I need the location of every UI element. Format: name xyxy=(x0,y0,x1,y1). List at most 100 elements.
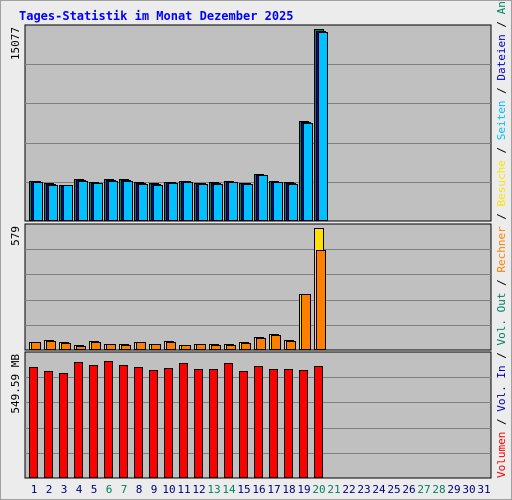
bar-volumen-day-16 xyxy=(254,366,263,478)
x-label-day-24: 24 xyxy=(372,483,386,496)
series-rechner xyxy=(31,250,326,350)
legend-item-vol-out: Vol. Out xyxy=(495,293,508,346)
x-label-day-31: 31 xyxy=(477,483,490,496)
legend-item-besuche: Besuche xyxy=(495,160,508,206)
bar-volumen-day-11 xyxy=(179,363,188,478)
bar-rechner-day-14 xyxy=(226,345,236,350)
bar-seiten-day-12 xyxy=(198,184,208,221)
series-seiten xyxy=(33,32,328,221)
bar-rechner-day-20 xyxy=(316,250,326,350)
bar-rechner-day-7 xyxy=(121,345,131,350)
bar-volumen-day-3 xyxy=(59,373,68,478)
bar-seiten-day-9 xyxy=(153,185,163,221)
bar-seiten-day-13 xyxy=(213,184,223,221)
legend-item-dateien: Dateien xyxy=(495,34,508,80)
bar-volumen-day-5 xyxy=(89,365,98,478)
x-label-day-8: 8 xyxy=(136,483,143,496)
bar-volumen-day-2 xyxy=(44,371,53,478)
bar-seiten-day-6 xyxy=(108,181,118,221)
legend-item-rechner: Rechner xyxy=(495,226,508,273)
bar-seiten-day-19 xyxy=(303,123,313,221)
bar-rechner-day-4 xyxy=(76,346,86,350)
bar-rechner-day-17 xyxy=(271,335,281,350)
bar-volumen-day-15 xyxy=(239,371,248,478)
bar-volumen-day-20 xyxy=(314,366,323,478)
bar-volumen-day-13 xyxy=(209,369,218,478)
x-label-day-16: 16 xyxy=(252,483,265,496)
x-label-day-13: 13 xyxy=(207,483,220,496)
x-axis-labels: 1 2 3 4 5 6 7 8 9 10 11 12 13 14 15 16 17 18 19 20 21 22 23 24 2… xyxy=(31,483,491,496)
x-label-day-28: 28 xyxy=(432,483,445,496)
y-max-label-requests: 15077 xyxy=(9,27,22,60)
legend-item-seiten: Seiten xyxy=(495,100,508,140)
plot-area-visits xyxy=(24,223,492,351)
bar-rechner-day-11 xyxy=(181,345,191,350)
x-label-day-26: 26 xyxy=(402,483,415,496)
legend-item-volumen: Volumen xyxy=(495,432,508,478)
bar-volumen-day-8 xyxy=(134,367,143,478)
bar-seiten-day-15 xyxy=(243,184,253,221)
panel-requests: 15077 xyxy=(9,24,492,222)
bar-rechner-day-13 xyxy=(211,345,221,350)
bar-volumen-day-14 xyxy=(224,363,233,478)
x-label-day-1: 1 xyxy=(31,483,38,496)
bar-rechner-day-2 xyxy=(46,341,56,350)
bar-rechner-day-5 xyxy=(91,342,101,350)
legend-separator: / xyxy=(495,346,508,366)
x-label-day-4: 4 xyxy=(76,483,83,496)
bar-volumen-day-7 xyxy=(119,365,128,478)
panel-volume: 549.59 MB xyxy=(9,351,492,479)
bar-seiten-day-1 xyxy=(33,182,43,221)
legend-separator: / xyxy=(495,81,508,101)
x-label-day-15: 15 xyxy=(237,483,250,496)
bar-rechner-day-6 xyxy=(106,344,116,350)
bar-rechner-day-15 xyxy=(241,343,251,350)
x-label-day-9: 9 xyxy=(151,483,158,496)
right-legend: Volumen / Vol. In / Vol. Out / Rechner /… xyxy=(495,0,508,478)
x-label-day-5: 5 xyxy=(91,483,98,496)
bar-rechner-day-3 xyxy=(61,343,71,350)
x-label-day-14: 14 xyxy=(222,483,236,496)
x-label-day-21: 21 xyxy=(327,483,340,496)
bar-rechner-day-19 xyxy=(301,294,311,350)
series-volumen xyxy=(29,361,323,478)
y-max-label-volume: 549.59 MB xyxy=(9,354,22,414)
x-label-day-7: 7 xyxy=(121,483,128,496)
legend-separator: / xyxy=(495,273,508,293)
x-label-day-2: 2 xyxy=(46,483,53,496)
bar-seiten-day-5 xyxy=(93,183,103,221)
x-label-day-23: 23 xyxy=(357,483,370,496)
bar-volumen-day-10 xyxy=(164,368,173,478)
legend-separator: / xyxy=(495,412,508,432)
x-label-day-6: 6 xyxy=(106,483,113,496)
legend-separator: / xyxy=(495,14,508,34)
x-label-day-17: 17 xyxy=(267,483,280,496)
bar-rechner-day-16 xyxy=(256,338,266,350)
x-label-day-12: 12 xyxy=(192,483,205,496)
panel-visits: 579 xyxy=(9,223,492,351)
bar-seiten-day-2 xyxy=(48,185,58,221)
bar-seiten-day-8 xyxy=(138,184,148,221)
bar-volumen-day-19 xyxy=(299,370,308,478)
bar-seiten-day-17 xyxy=(273,182,283,221)
bar-rechner-day-18 xyxy=(286,341,296,350)
y-max-label-visits: 579 xyxy=(9,226,22,246)
bar-seiten-day-20 xyxy=(318,32,328,221)
bar-volumen-day-18 xyxy=(284,369,293,478)
x-label-day-19: 19 xyxy=(297,483,310,496)
legend-separator: / xyxy=(495,206,508,226)
legend-item-vol-in: Vol. In xyxy=(495,365,508,411)
bar-seiten-day-14 xyxy=(228,182,238,221)
x-label-day-20: 20 xyxy=(312,483,325,496)
chart-panels: 15077 579 549.59 MB xyxy=(9,24,492,479)
bar-volumen-day-6 xyxy=(104,361,113,478)
bar-rechner-day-12 xyxy=(196,344,206,350)
legend-item-anfragen: Anfragen xyxy=(495,0,508,14)
bar-rechner-day-10 xyxy=(166,342,176,350)
bar-seiten-day-10 xyxy=(168,183,178,221)
legend-separator: / xyxy=(495,140,508,160)
bar-rechner-day-1 xyxy=(31,342,41,350)
x-label-day-3: 3 xyxy=(61,483,68,496)
x-label-day-29: 29 xyxy=(447,483,460,496)
